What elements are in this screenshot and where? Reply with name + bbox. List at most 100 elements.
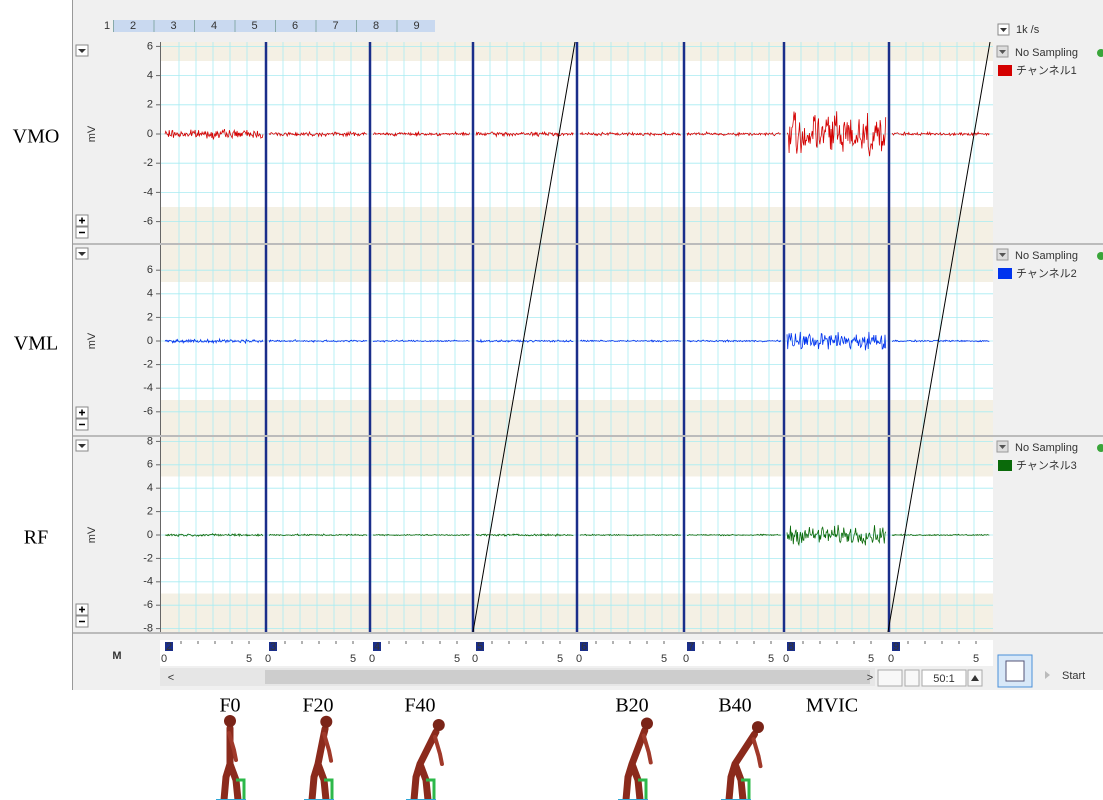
block-marker — [165, 642, 173, 651]
signal-trace — [372, 130, 470, 138]
figure-arm — [227, 731, 238, 762]
block-number: 5 — [477, 641, 483, 653]
figure-body — [725, 730, 759, 800]
block-marker — [269, 642, 277, 651]
notebook-icon — [1005, 660, 1025, 682]
figure-arm — [432, 734, 444, 766]
posture-label: B40 — [718, 695, 751, 717]
posture-figure — [721, 721, 764, 800]
marker-button[interactable]: M — [112, 650, 121, 662]
sampling-label: No Sampling — [1015, 47, 1078, 59]
diagonal-trace — [472, 42, 576, 632]
y-tick-label: 2 — [147, 99, 153, 111]
zoom-fit-button[interactable] — [877, 669, 903, 687]
status-dot — [1097, 49, 1103, 57]
block-number: 2 — [166, 641, 172, 653]
y-tick-label: -2 — [143, 552, 153, 564]
unit-label: mV — [86, 125, 98, 142]
y-tick-label: 4 — [147, 482, 153, 494]
figure-stool — [236, 778, 246, 800]
ruler-first: 1 — [104, 20, 110, 32]
figure-head — [751, 721, 764, 734]
zoom-down-button[interactable] — [904, 669, 920, 687]
time-axis-bg — [160, 640, 993, 666]
signal-trace — [164, 532, 264, 538]
channel-title: VML — [14, 333, 58, 355]
signal-trace — [786, 111, 887, 157]
time-tick-label: 0 — [265, 653, 271, 665]
time-tick-label: 0 — [369, 653, 375, 665]
block-number: 4 — [374, 641, 380, 653]
start-button[interactable]: Start — [1062, 670, 1085, 682]
signal-trace — [686, 533, 781, 537]
time-tick-label: 0 — [888, 653, 894, 665]
channel-swatch — [998, 460, 1012, 471]
status-dot — [1097, 252, 1103, 260]
y-tick-label: 6 — [147, 40, 153, 52]
y-tick-label: -8 — [143, 623, 153, 635]
time-tick-label: 5 — [661, 653, 667, 665]
y-tick-label: 6 — [147, 264, 153, 276]
block-marker — [580, 642, 588, 651]
time-tick-label: 5 — [246, 653, 252, 665]
ruler-block: 3 — [170, 20, 176, 32]
time-tick-label: 5 — [768, 653, 774, 665]
y-tick-label: -4 — [143, 186, 153, 198]
y-tick-label: -6 — [143, 599, 153, 611]
ruler-block: 9 — [413, 20, 419, 32]
channel-name: チャンネル1 — [1016, 64, 1077, 77]
signal-trace — [268, 339, 368, 343]
sampling-arrow — [999, 50, 1006, 54]
figure-arm — [641, 733, 653, 765]
y-tick-label: 4 — [147, 288, 153, 300]
y-tick-label: 0 — [147, 128, 153, 140]
block-marker — [892, 642, 900, 651]
posture-label: F20 — [302, 695, 333, 717]
scrollbar-thumb[interactable] — [265, 670, 870, 684]
figure-stool — [638, 778, 648, 800]
signal-trace — [475, 533, 574, 538]
signal-trace — [579, 533, 681, 537]
posture-label: B20 — [615, 695, 648, 717]
block-marker — [687, 642, 695, 651]
y-tick-label: -6 — [143, 406, 153, 418]
time-tick-label: 0 — [472, 653, 478, 665]
signal-trace — [372, 533, 470, 537]
posture-figure — [406, 718, 445, 800]
y-tick-label: 0 — [147, 529, 153, 541]
scroll-right[interactable]: > — [867, 672, 873, 684]
figure-head — [432, 718, 445, 731]
ruler-block: 4 — [211, 20, 217, 32]
figure-stool — [741, 778, 751, 800]
ruler-block: 2 — [130, 20, 136, 32]
zoom-value: 50:1 — [933, 673, 954, 685]
time-tick-label: 5 — [350, 653, 356, 665]
time-tick-label: 5 — [973, 653, 979, 665]
posture-figure — [216, 715, 246, 800]
block-marker — [787, 642, 795, 651]
signal-trace — [686, 131, 782, 138]
signal-trace — [268, 130, 368, 138]
diagonal-trace — [887, 42, 991, 632]
time-tick-label: 0 — [161, 653, 167, 665]
status-dot — [1097, 444, 1103, 452]
time-tick-label: 0 — [576, 653, 582, 665]
ruler-block: 7 — [332, 20, 338, 32]
block-number: 7 — [688, 641, 694, 653]
signal-trace — [786, 524, 887, 547]
rate-label: 1k /s — [1016, 24, 1040, 36]
scroll-left[interactable]: < — [168, 672, 174, 684]
y-tick-label: -4 — [143, 576, 153, 588]
y-tick-label: -6 — [143, 216, 153, 228]
time-tick-label: 5 — [557, 653, 563, 665]
posture-label: MVIC — [806, 695, 858, 717]
ruler-bar — [113, 20, 435, 32]
sampling-arrow — [999, 445, 1006, 449]
figure-head — [224, 715, 236, 727]
time-tick-label: 5 — [868, 653, 874, 665]
unit-label: mV — [86, 332, 98, 349]
channel-name: チャンネル2 — [1016, 267, 1077, 280]
ruler-block: 6 — [292, 20, 298, 32]
zoom-field — [921, 669, 967, 687]
